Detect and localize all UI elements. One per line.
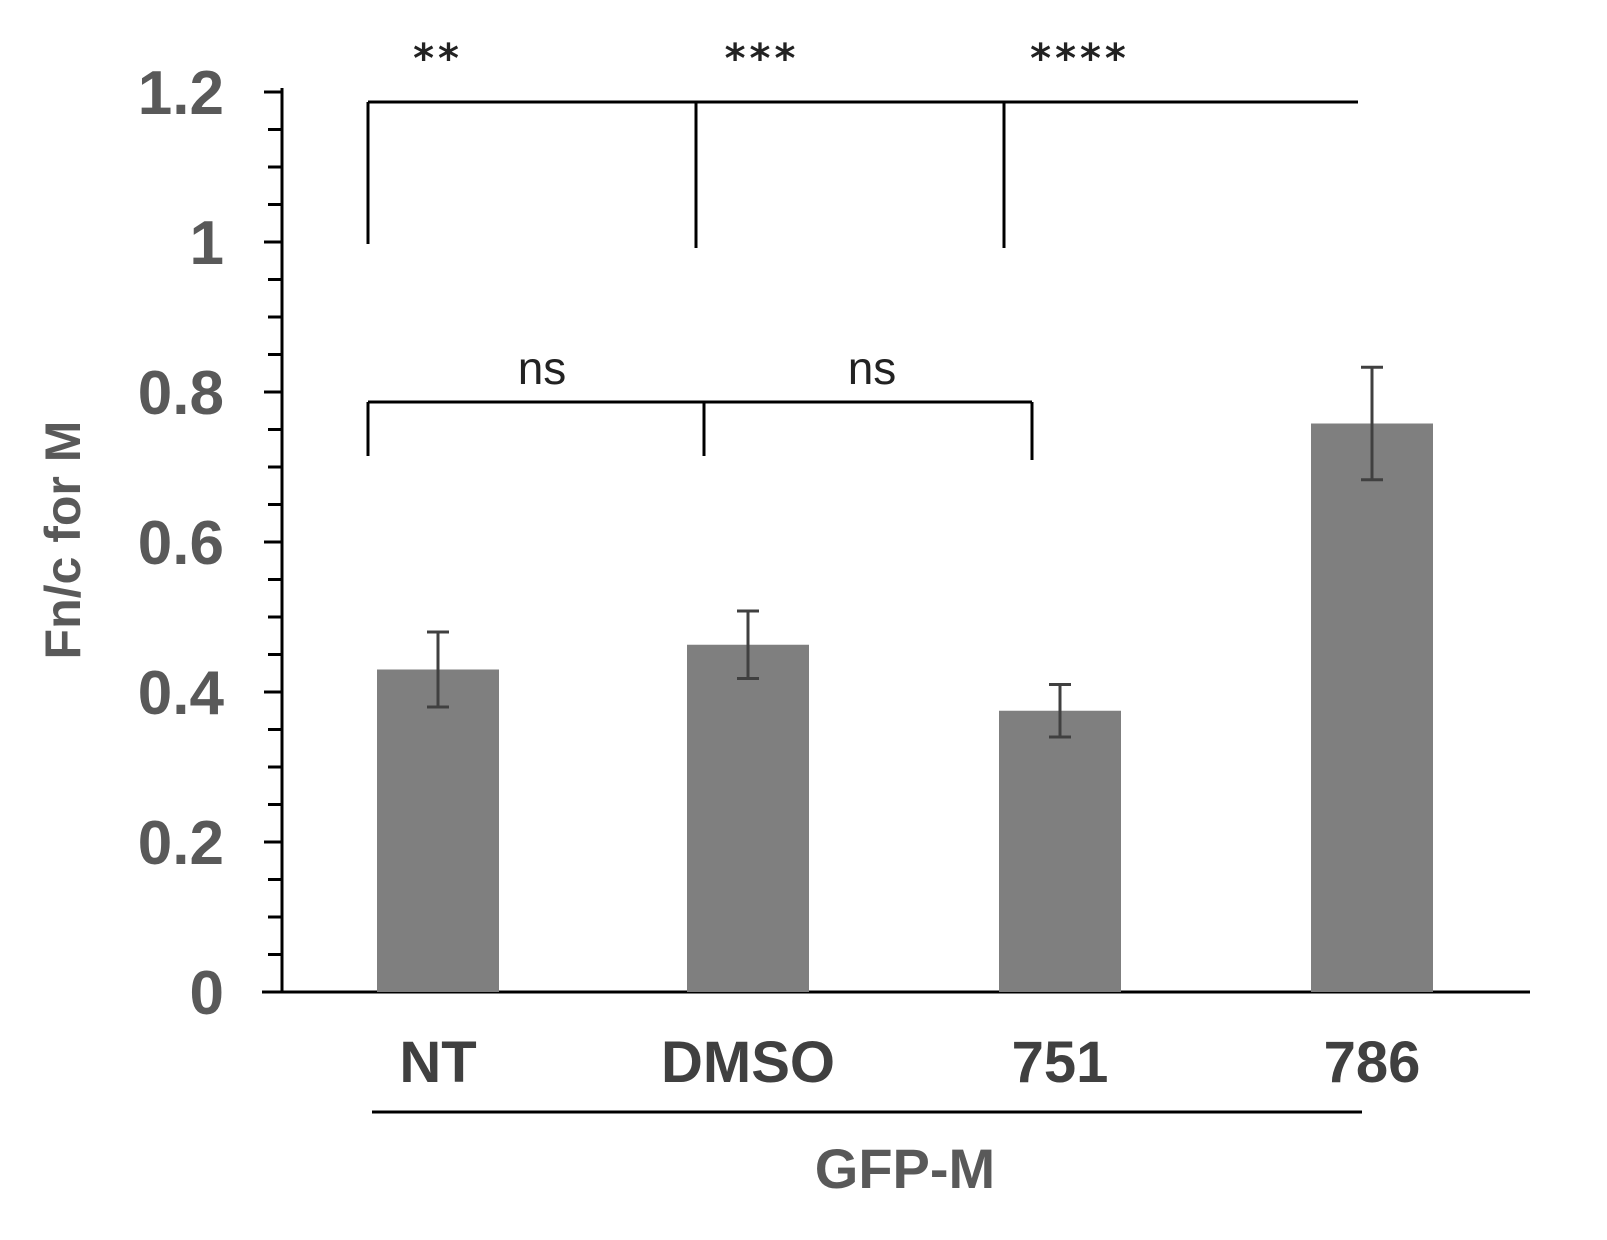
bars — [377, 423, 1433, 992]
category-label: DMSO — [661, 1030, 835, 1095]
y-axis-title: Fn/c for M — [35, 421, 91, 660]
bar — [999, 710, 1121, 992]
category-label: 786 — [1324, 1030, 1421, 1095]
y-ticks — [264, 90, 282, 994]
significance-label: *** — [725, 36, 800, 82]
significance-brackets: ** *** ****ns ns — [366, 36, 1358, 460]
y-tick-label: 0.6 — [138, 509, 224, 578]
category-label: NT — [399, 1030, 476, 1095]
y-tick-label: 0.4 — [138, 659, 225, 728]
significance-label: ** — [413, 36, 463, 82]
significance-label: ns — [848, 342, 897, 394]
category-label: 751 — [1012, 1030, 1109, 1095]
y-tick-label: 0 — [190, 959, 224, 1028]
y-tick-label: 1.2 — [138, 59, 224, 128]
significance-label: **** — [1030, 36, 1130, 82]
y-tick-label: 0.8 — [138, 359, 224, 428]
y-tick-labels: 0 0.2 0.4 0.6 0.8 1 1.2 — [138, 59, 225, 1028]
bar — [377, 669, 499, 992]
group-label: GFP-M — [815, 1137, 995, 1200]
y-tick-label: 1 — [190, 209, 224, 278]
significance-label: ns — [518, 342, 567, 394]
bar — [1311, 423, 1433, 992]
bar — [687, 644, 809, 992]
error-bars — [427, 365, 1383, 739]
y-tick-label: 0.2 — [138, 809, 224, 878]
category-labels: NT DMSO 751 786 — [399, 1030, 1420, 1095]
